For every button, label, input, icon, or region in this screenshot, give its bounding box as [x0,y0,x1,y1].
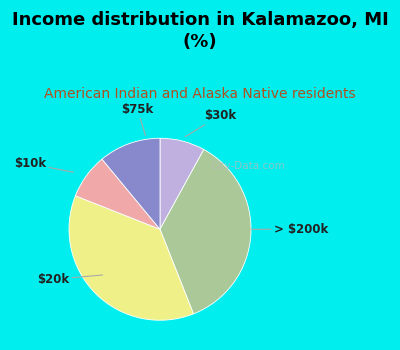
Wedge shape [160,149,251,314]
Text: $10k: $10k [14,157,74,172]
Text: City-Data.com: City-Data.com [210,161,285,170]
Text: $75k: $75k [121,103,153,135]
Wedge shape [69,196,194,320]
Wedge shape [160,138,204,229]
Text: American Indian and Alaska Native residents: American Indian and Alaska Native reside… [44,88,356,102]
Text: > $200k: > $200k [251,223,328,236]
Wedge shape [102,138,160,229]
Text: $20k: $20k [37,273,103,286]
Text: Income distribution in Kalamazoo, MI
(%): Income distribution in Kalamazoo, MI (%) [12,10,388,51]
Text: $30k: $30k [185,109,236,137]
Wedge shape [75,159,160,229]
